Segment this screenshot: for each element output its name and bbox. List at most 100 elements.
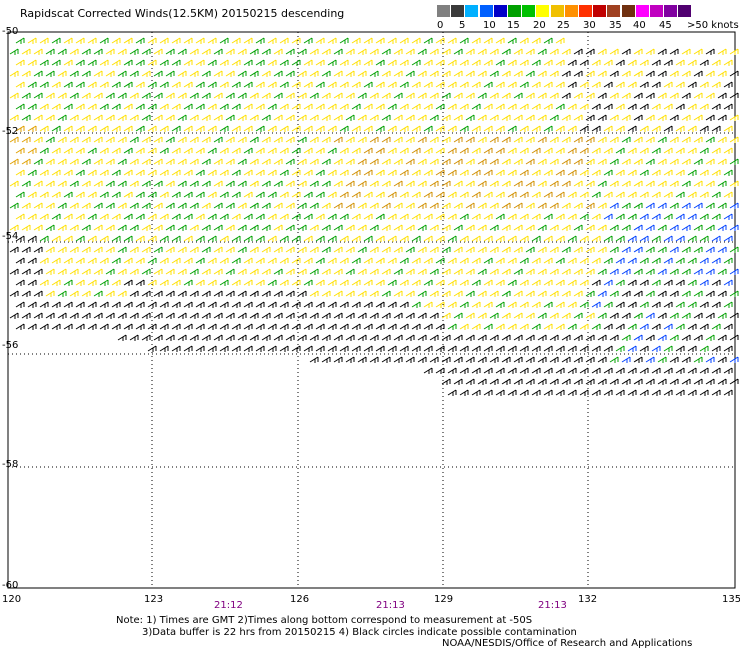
wind-barb xyxy=(99,125,109,132)
wind-barb xyxy=(195,37,205,44)
wind-barb xyxy=(627,59,637,66)
wind-barb xyxy=(243,191,253,198)
wind-barb xyxy=(363,191,373,198)
wind-barb xyxy=(153,312,163,319)
wind-barb xyxy=(537,290,547,297)
wind-barb xyxy=(93,92,103,99)
wind-barb xyxy=(405,290,415,297)
wind-barb xyxy=(525,224,535,231)
wind-barb xyxy=(543,367,553,374)
wind-barb xyxy=(9,290,19,297)
wind-barb xyxy=(147,59,157,66)
wind-barb xyxy=(285,290,295,297)
wind-barb xyxy=(393,92,403,99)
wind-barb xyxy=(567,81,577,88)
wind-barb xyxy=(207,81,217,88)
wind-barb xyxy=(669,312,679,319)
wind-barb xyxy=(309,334,319,341)
wind-barb xyxy=(177,334,187,341)
wind-barb xyxy=(627,279,637,286)
wind-barb xyxy=(159,279,169,286)
wind-barb xyxy=(291,59,301,66)
wind-barb xyxy=(135,213,145,220)
wind-barb xyxy=(639,59,649,66)
wind-barb xyxy=(693,180,703,187)
wind-barb xyxy=(33,312,43,319)
wind-barb xyxy=(543,323,553,330)
wind-barb xyxy=(585,92,595,99)
wind-barb xyxy=(351,191,361,198)
wind-barb xyxy=(315,279,325,286)
wind-barb xyxy=(177,92,187,99)
wind-barb xyxy=(183,81,193,88)
wind-barb xyxy=(231,213,241,220)
wind-barb xyxy=(327,191,337,198)
wind-barb xyxy=(657,48,667,55)
wind-barb xyxy=(45,246,55,253)
wind-barb xyxy=(669,202,679,209)
wind-barb xyxy=(213,202,223,209)
wind-barb xyxy=(273,312,283,319)
wind-barb xyxy=(9,92,19,99)
wind-barb xyxy=(297,312,307,319)
wind-barb xyxy=(555,257,565,264)
wind-barb xyxy=(111,147,121,154)
wind-barb xyxy=(687,169,697,176)
wind-barb xyxy=(75,257,85,264)
wind-barb xyxy=(603,257,613,264)
wind-barb xyxy=(531,191,541,198)
wind-barb xyxy=(219,345,229,352)
wind-barb xyxy=(339,169,349,176)
wind-barb xyxy=(423,213,433,220)
wind-barb xyxy=(453,224,463,231)
wind-barb xyxy=(201,224,211,231)
wind-barb xyxy=(477,268,487,275)
wind-barb xyxy=(723,169,733,176)
wind-barb xyxy=(537,312,547,319)
wind-barb xyxy=(213,246,223,253)
wind-barb xyxy=(489,180,499,187)
wind-barb xyxy=(717,48,727,55)
wind-barb xyxy=(255,147,265,154)
wind-barb xyxy=(399,169,409,176)
wind-barb xyxy=(549,268,559,275)
wind-barb xyxy=(105,268,115,275)
wind-barb xyxy=(303,345,313,352)
wind-barb xyxy=(399,301,409,308)
wind-barb xyxy=(315,81,325,88)
wind-barb xyxy=(531,125,541,132)
wind-barb xyxy=(639,81,649,88)
wind-barb xyxy=(603,169,613,176)
wind-barb xyxy=(453,246,463,253)
wind-barb xyxy=(135,279,145,286)
wind-barb xyxy=(141,312,151,319)
wind-barb xyxy=(525,114,535,121)
wind-barb xyxy=(69,180,79,187)
wind-barb xyxy=(699,81,709,88)
wind-barb xyxy=(453,312,463,319)
wind-barb xyxy=(651,367,661,374)
wind-barb xyxy=(567,235,577,242)
wind-barb xyxy=(255,279,265,286)
wind-barb xyxy=(579,235,589,242)
wind-barb xyxy=(243,37,253,44)
wind-barb xyxy=(621,202,631,209)
wind-barb xyxy=(651,389,661,396)
wind-barb xyxy=(387,257,397,264)
scale-swatch xyxy=(451,5,465,17)
wind-barb xyxy=(117,70,127,77)
wind-barb xyxy=(489,246,499,253)
wind-barb xyxy=(69,268,79,275)
wind-barb xyxy=(57,136,67,143)
wind-barb xyxy=(177,180,187,187)
wind-barb xyxy=(255,125,265,132)
wind-barb xyxy=(531,37,541,44)
wind-barb xyxy=(729,312,739,319)
wind-barb xyxy=(129,70,139,77)
wind-barb xyxy=(249,246,259,253)
wind-barb xyxy=(303,147,313,154)
wind-barb xyxy=(669,290,679,297)
wind-barb xyxy=(657,92,667,99)
wind-barb xyxy=(603,59,613,66)
wind-barb xyxy=(717,158,727,165)
